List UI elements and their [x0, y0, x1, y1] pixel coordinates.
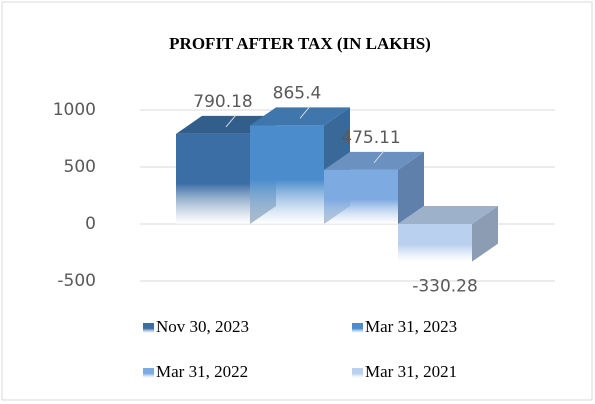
bar	[250, 125, 324, 224]
bar	[398, 224, 472, 262]
y-tick-label: 1000	[53, 100, 96, 120]
leader-line	[373, 150, 385, 164]
legend-swatch	[352, 368, 363, 378]
legend-label: Mar 31, 2023	[365, 317, 457, 336]
data-label: -330.28	[412, 277, 478, 297]
legend-swatch	[143, 323, 154, 333]
data-label: 865.4	[273, 83, 322, 103]
legend-swatch	[143, 368, 154, 378]
bar	[324, 169, 398, 224]
y-tick-label: 500	[64, 157, 96, 177]
bar-top	[398, 206, 498, 224]
y-tick-label: 0	[85, 214, 96, 234]
chart-title: PROFIT AFTER TAX (IN LAKHS)	[169, 34, 431, 53]
data-label: 790.18	[193, 92, 252, 112]
legend-label: Mar 31, 2021	[365, 362, 457, 381]
legend-label: Mar 31, 2022	[156, 362, 248, 381]
legend-swatch	[352, 323, 363, 333]
bar-top	[324, 151, 424, 170]
leader-line	[225, 114, 237, 128]
bar-side	[398, 151, 424, 224]
data-label: 475.11	[341, 128, 400, 148]
bar-side	[472, 206, 498, 262]
legend-label: Nov 30, 2023	[156, 317, 249, 336]
bar	[176, 133, 250, 224]
bar-top	[250, 107, 350, 126]
leader-line	[299, 106, 311, 119]
y-tick-label: -500	[57, 271, 96, 291]
